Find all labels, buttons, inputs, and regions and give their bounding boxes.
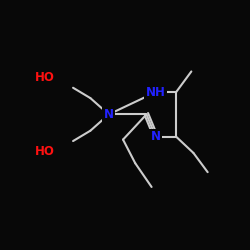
Text: HO: HO <box>35 71 55 84</box>
Text: N: N <box>151 130 161 143</box>
Text: N: N <box>104 108 114 121</box>
Text: HO: HO <box>35 145 55 158</box>
Text: NH: NH <box>146 86 166 99</box>
